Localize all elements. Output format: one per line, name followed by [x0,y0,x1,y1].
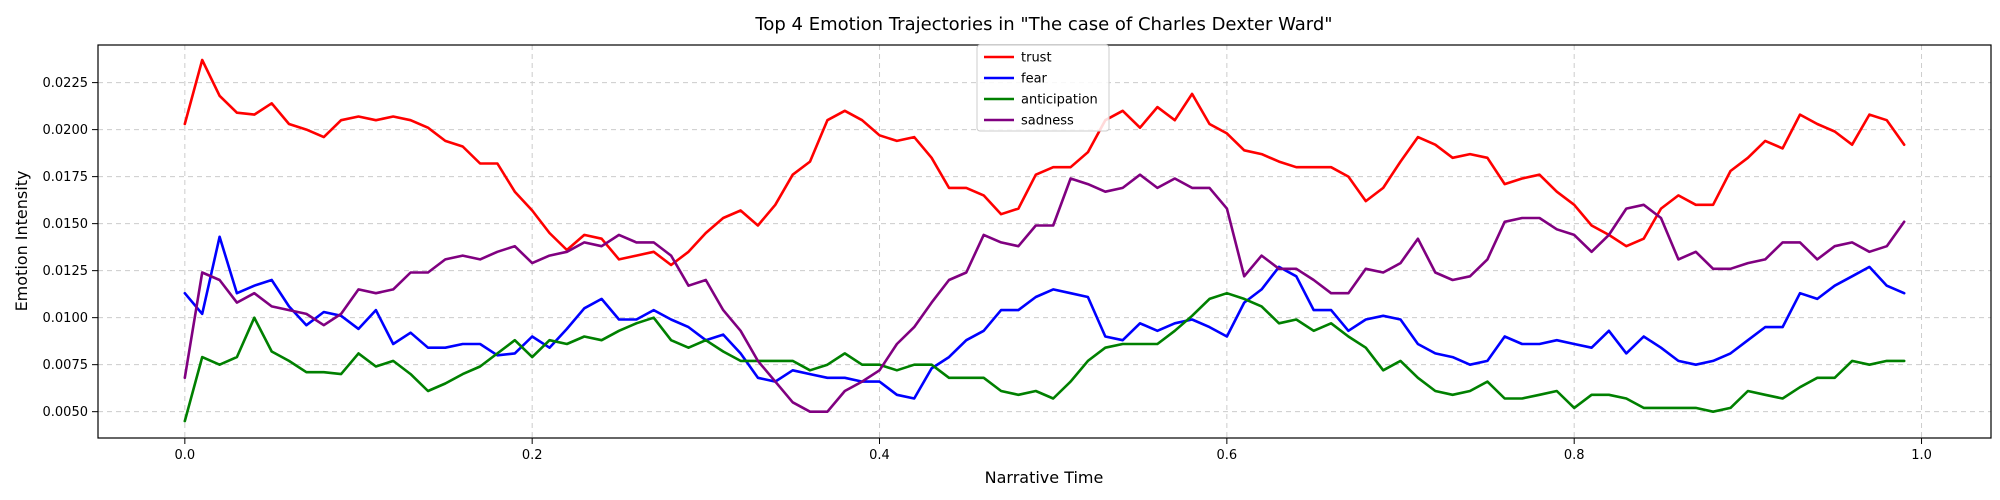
series-line-sadness [183,173,1906,414]
series-lines [183,58,1906,423]
y-tick-label: 0.0225 [43,76,89,91]
chart-title: Top 4 Emotion Trajectories in "The case … [754,14,1332,35]
x-tick-label: 0.4 [869,448,890,463]
legend-label-fear: fear [1021,72,1048,87]
legend-label-sadness: sadness [1021,114,1074,129]
y-axis-label: Emotion Intensity [12,171,31,312]
axis-ticks: 0.0 0.2 0.4 0.6 0.8 1.0 0.0050 0.0075 0.0100 0.01… [43,76,1932,463]
legend-label-anticipation: anticipation [1021,93,1098,108]
x-tick-label: 0.2 [522,448,543,463]
series-line-fear [183,235,1906,400]
y-tick-label: 0.0125 [43,264,89,279]
x-tick-label: 0.8 [1564,448,1585,463]
legend: trust fear anticipation sadness [976,44,1110,132]
y-tick-label: 0.0075 [43,358,89,373]
y-tick-label: 0.0100 [43,311,89,326]
x-tick-label: 0.0 [174,448,195,463]
x-tick-label: 0.6 [1217,448,1238,463]
y-tick-label: 0.0150 [43,217,89,232]
x-axis-label: Narrative Time [985,468,1104,487]
x-tick-label: 1.0 [1911,448,1932,463]
y-tick-label: 0.0200 [43,123,89,138]
series-line-anticipation [183,291,1906,423]
legend-label-trust: trust [1021,51,1052,66]
series-line-trust [183,58,1906,267]
y-tick-label: 0.0050 [43,405,89,420]
y-tick-label: 0.0175 [43,170,89,185]
legend-box [976,44,1110,132]
